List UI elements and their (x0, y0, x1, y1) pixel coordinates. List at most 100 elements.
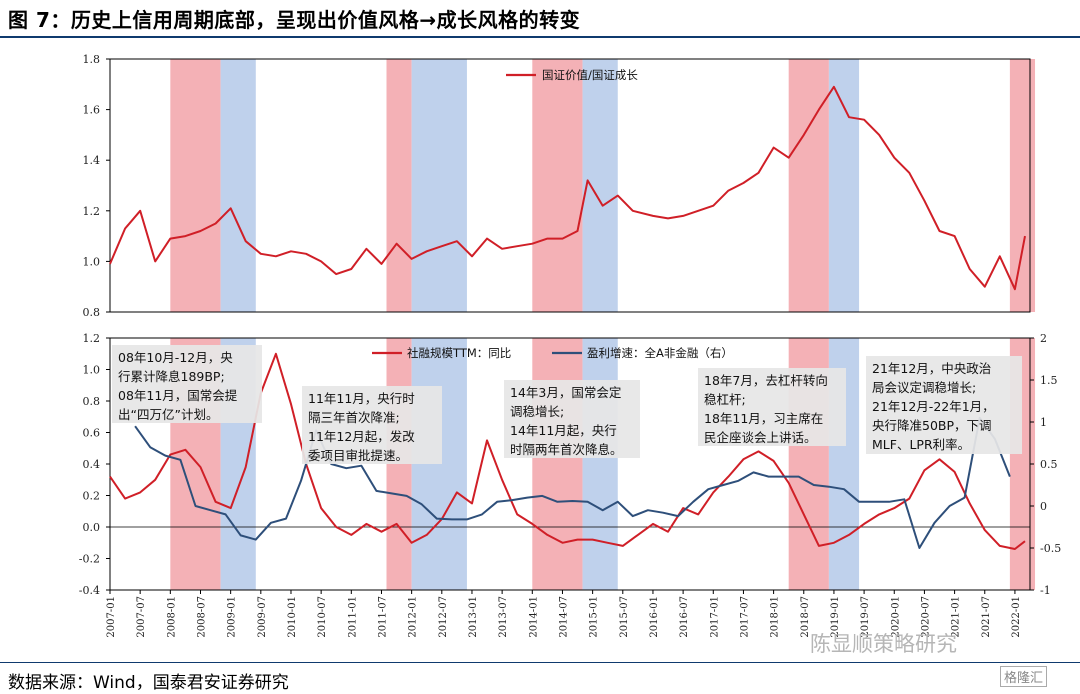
annotation-text-0-0: 08年10月-12月，央 (118, 350, 233, 365)
shaded-band-bottom-5 (582, 338, 618, 590)
annotation-text-0-2: 08年11月，国常会提 (118, 388, 238, 403)
series-line-value-growth-ratio (109, 85, 1026, 291)
bottom-left-ytick-label-3: 0.2 (83, 490, 101, 503)
bottom-right-ytick-label-1: -0.5 (1040, 542, 1061, 555)
xtick-label-8: 2011-01 (347, 596, 358, 638)
xtick-label-20: 2017-01 (709, 596, 720, 638)
xtick-label-17: 2015-07 (619, 596, 630, 638)
annotation-text-0-1: 行累计降息189BP; (118, 369, 225, 384)
annotation-text-0-3: 出“四万亿”计划。 (118, 407, 218, 422)
annotation-box-3 (698, 368, 846, 446)
top-ytick-label-0: 0.8 (83, 306, 101, 319)
shaded-band-top-5 (582, 59, 618, 312)
top-ytick-label-4: 1.6 (83, 104, 101, 117)
shaded-band-top-8 (1009, 59, 1036, 312)
xtick-label-18: 2016-01 (649, 596, 660, 638)
xtick-label-23: 2018-07 (800, 596, 811, 638)
xtick-label-11: 2012-07 (438, 596, 449, 638)
annotation-box-4 (866, 356, 1022, 454)
xtick-label-30: 2022-01 (1011, 596, 1022, 638)
shaded-band-top-4 (532, 59, 583, 312)
top-panel-shading (170, 59, 1036, 312)
series-line-earnings-growth (134, 416, 1011, 549)
annotation-text-4-0: 21年12月，中央政治 (872, 361, 991, 376)
bottom-left-ytick-label-4: 0.4 (83, 458, 101, 471)
shaded-band-bottom-4 (532, 338, 583, 590)
bottom-left-ytick-label-5: 0.6 (83, 427, 101, 440)
xtick-label-15: 2014-07 (558, 596, 569, 638)
top-ytick-label-5: 1.8 (83, 53, 101, 66)
xtick-label-26: 2020-01 (890, 596, 901, 638)
annotation-text-3-2: 18年11月，习主席在 (704, 411, 823, 426)
bottom-right-ytick-label-3: 0.5 (1040, 458, 1058, 471)
xtick-label-10: 2012-01 (408, 596, 419, 638)
annotation-box-0 (112, 345, 262, 423)
bottom-right-ytick-label-5: 1.5 (1040, 374, 1058, 387)
xtick-label-14: 2014-01 (528, 596, 539, 638)
annotation-text-1-3: 委项目审批提速。 (308, 448, 408, 463)
annotation-text-1-0: 11年11月，央行时 (308, 391, 415, 406)
annotation-box-2 (504, 380, 640, 458)
bottom-right-ytick-label-6: 2 (1040, 332, 1047, 345)
legend-label-value-growth: 国证价值/国证成长 (542, 68, 638, 82)
shaded-band-top-2 (386, 59, 412, 312)
xtick-label-25: 2019-07 (860, 596, 871, 638)
annotation-text-1-2: 11年12月起，发改 (308, 429, 415, 444)
bottom-left-ytick-label-6: 0.8 (83, 395, 101, 408)
bottom-left-ytick-label-2: 0.0 (83, 521, 101, 534)
legend-label-earnings: 盈利增速：全A非金融（右） (587, 346, 733, 360)
bottom-left-ytick-label-0: -0.4 (79, 584, 100, 597)
shaded-band-top-3 (411, 59, 467, 312)
watermark-text: 陈显顺策略研究 (810, 632, 957, 656)
annotation-text-4-2: 21年12月-22年1月， (872, 399, 995, 414)
top-ytick-label-1: 1.0 (83, 255, 101, 268)
logo-mark: 格隆汇 (1000, 666, 1048, 687)
bottom-left-ytick-label-1: -0.2 (79, 553, 100, 566)
annotation-box-1 (302, 386, 442, 464)
xtick-label-0: 2007-01 (106, 596, 117, 638)
chart-title: 图 7：历史上信用周期底部，呈现出价值风格→成长风格的转变 (8, 8, 581, 32)
shaded-band-top-6 (788, 59, 829, 312)
annotation-text-3-1: 稳杠杆; (704, 392, 746, 407)
annotation-text-4-3: 央行降准50BP，下调 (872, 418, 992, 433)
series-lines (109, 85, 1026, 550)
xtick-label-16: 2015-01 (589, 596, 600, 638)
bottom-rule (0, 662, 1080, 663)
series-line-tsf-yoy (109, 352, 1026, 550)
xtick-label-6: 2010-01 (287, 596, 298, 638)
title-rule (0, 36, 1080, 38)
xtick-label-22: 2018-01 (770, 596, 781, 638)
xtick-label-5: 2009-07 (257, 596, 268, 638)
shaded-band-top-7 (828, 59, 860, 312)
bottom-left-ytick-label-7: 1.0 (83, 364, 101, 377)
bottom-left-ytick-label-8: 1.2 (83, 332, 101, 345)
bottom-right-ytick-label-0: -1 (1040, 584, 1051, 597)
axes-and-ticks: 0.8 1.0 1.2 1.4 1.6 1.8 -0.4 -0.2 0.0 0.2 0.4 0.6 0.… (79, 53, 1061, 638)
legend-label-tsf: 社融规模TTM：同比 (407, 346, 511, 360)
annotation-text-2-2: 14年11月起，央行 (510, 423, 617, 438)
bottom-right-ytick-label-4: 1 (1040, 416, 1047, 429)
xtick-label-4: 2009-01 (227, 596, 238, 638)
source-note: 数据来源：Wind，国泰君安证券研究 (8, 673, 289, 693)
xtick-label-27: 2020-07 (920, 596, 931, 638)
xtick-label-29: 2021-07 (981, 596, 992, 638)
xtick-label-7: 2010-07 (317, 596, 328, 638)
top-ytick-label-2: 1.2 (83, 205, 101, 218)
annotation-text-2-1: 调稳增长; (510, 404, 564, 419)
annotation-text-4-1: 局会议定调稳增长; (872, 380, 976, 395)
xtick-label-19: 2016-07 (679, 596, 690, 638)
xtick-label-13: 2013-07 (498, 596, 509, 638)
shaded-band-top-0 (170, 59, 221, 312)
xtick-label-9: 2011-07 (377, 596, 388, 638)
annotation-text-2-3: 时隔两年首次降息。 (510, 442, 623, 457)
xtick-label-2: 2008-01 (166, 596, 177, 638)
xtick-label-1: 2007-07 (136, 596, 147, 638)
top-ytick-label-3: 1.4 (83, 154, 101, 167)
annotation-text-3-3: 民企座谈会上讲话。 (704, 430, 817, 445)
annotation-text-4-4: MLF、LPR利率。 (872, 437, 970, 452)
xtick-label-28: 2021-01 (951, 596, 962, 638)
annotation-text-3-0: 18年7月，去杠杆转向 (704, 373, 828, 388)
